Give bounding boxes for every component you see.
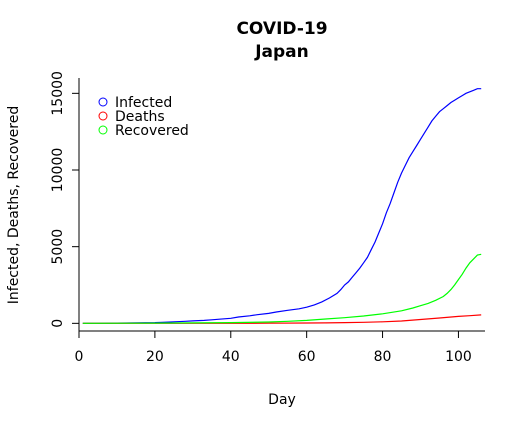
legend-label-deaths: Deaths: [115, 109, 165, 125]
x-tick-label: 20: [146, 349, 164, 365]
x-tick-label: 100: [445, 349, 472, 365]
x-tick-label: 80: [374, 349, 392, 365]
chart-title: COVID-19: [236, 19, 327, 39]
y-tick-label: 10000: [50, 148, 66, 193]
series-line-recovered: [82, 253, 482, 324]
y-tick-label: 0: [50, 319, 66, 328]
series-line-infected: [82, 88, 482, 324]
legend-marker-infected: [98, 97, 108, 107]
x-axis: 0 20 40 60 80 100: [75, 331, 472, 365]
chart-subtitle: Japan: [254, 42, 309, 62]
x-axis-label: Day: [268, 392, 296, 408]
legend-marker-recovered: [98, 125, 108, 135]
legend-marker-deaths: [98, 111, 108, 121]
legend-label-recovered: Recovered: [115, 123, 189, 139]
x-tick-label: 40: [222, 349, 240, 365]
x-tick-label: 0: [75, 349, 84, 365]
y-axis: 0 5000 10000 15000: [50, 71, 79, 328]
y-tick-label: 5000: [50, 229, 66, 265]
legend-label-infected: Infected: [115, 95, 172, 111]
x-tick-label: 60: [298, 349, 316, 365]
series-layer: [82, 88, 482, 324]
y-axis-label: Infected, Deaths, Recovered: [6, 106, 22, 304]
y-tick-label: 15000: [50, 71, 66, 116]
